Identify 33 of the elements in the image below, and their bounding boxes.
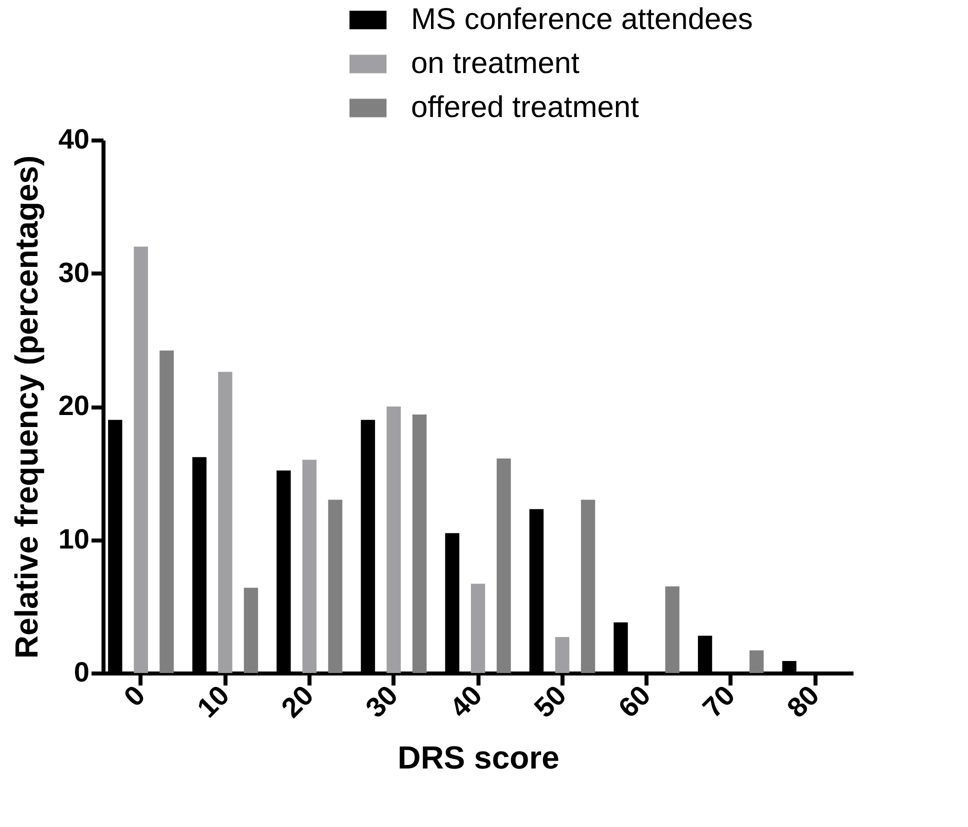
y-tick-label: 20 bbox=[58, 390, 90, 421]
legend-label: offered treatment bbox=[411, 91, 640, 124]
x-tick-label: 10 bbox=[191, 679, 236, 724]
bar bbox=[555, 637, 570, 673]
bar bbox=[412, 414, 427, 673]
bar bbox=[244, 588, 258, 673]
y-tick-label: 10 bbox=[58, 523, 90, 554]
x-tick-label: 40 bbox=[444, 679, 488, 724]
x-tick-label: 50 bbox=[528, 679, 572, 724]
bar bbox=[665, 586, 680, 673]
bar bbox=[580, 500, 596, 673]
x-tick-label: 60 bbox=[612, 679, 656, 724]
bar bbox=[302, 460, 317, 673]
bar bbox=[160, 350, 174, 673]
y-tick-label: 40 bbox=[58, 124, 90, 154]
bar bbox=[134, 246, 148, 673]
bar bbox=[496, 458, 511, 673]
bar bbox=[749, 650, 764, 673]
x-tick-label: 0 bbox=[118, 679, 151, 712]
bar bbox=[218, 372, 232, 673]
y-tick-label: 30 bbox=[58, 256, 90, 288]
bar bbox=[328, 500, 342, 673]
x-axis-title: DRS score bbox=[398, 739, 560, 776]
x-tick-label: 80 bbox=[781, 679, 825, 724]
x-tick-label: 70 bbox=[696, 679, 741, 724]
legend-label: MS conference attendees bbox=[411, 3, 753, 36]
bar bbox=[470, 584, 486, 673]
y-axis-title: Relative frequency (percentages) bbox=[8, 155, 44, 659]
legend-label: on treatment bbox=[411, 47, 580, 80]
x-tick-label: 20 bbox=[275, 679, 320, 724]
bar bbox=[386, 406, 401, 673]
x-tick-label: 30 bbox=[360, 679, 404, 724]
y-tick-label: 0 bbox=[74, 656, 90, 688]
